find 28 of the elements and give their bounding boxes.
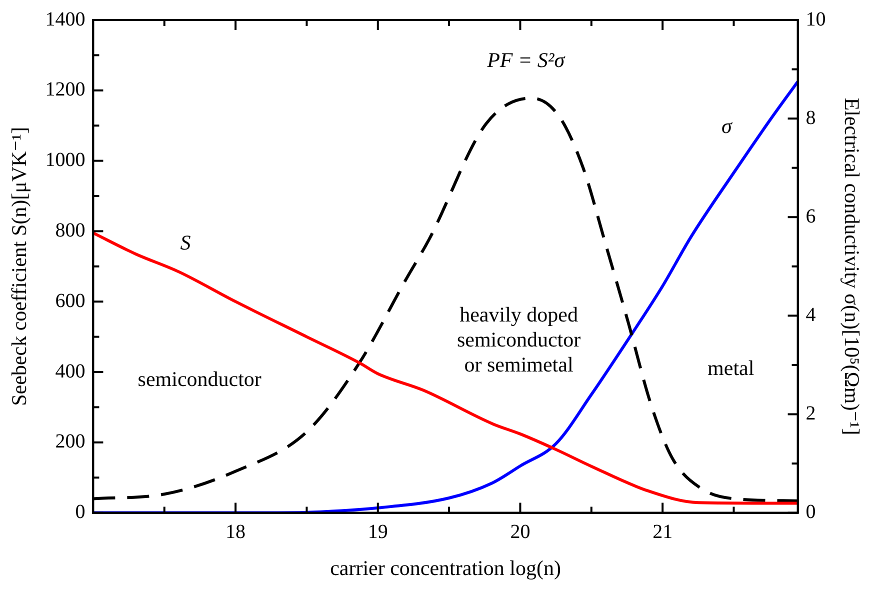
- x-axis-title: carrier concentration log(n): [330, 556, 561, 580]
- x-tick-label: 19: [368, 521, 388, 544]
- annotation: metal: [708, 356, 754, 380]
- y-tick-label: 0: [75, 501, 86, 524]
- annotation: heavily doped semiconductor or semimetal: [456, 302, 581, 376]
- y2-tick-label: 10: [806, 8, 826, 30]
- annotation: semiconductor: [138, 366, 262, 391]
- y-axis-title: Seebeck coefficient S(n)[μVK⁻¹]: [7, 126, 32, 406]
- y2-tick-label: 0: [806, 501, 816, 524]
- y-tick-label: 600: [55, 290, 86, 312]
- x-tick-label: 21: [652, 521, 673, 544]
- x-tick-label: 18: [226, 521, 246, 544]
- x-tick-label: 20: [510, 521, 530, 544]
- annotation: PF = S²σ: [486, 48, 566, 72]
- y-tick-label: 200: [55, 430, 86, 453]
- y-tick-label: 1000: [45, 149, 86, 172]
- line-series: [93, 231, 798, 505]
- series-label: S: [180, 230, 192, 255]
- y2-tick-label: 2: [806, 402, 816, 424]
- y-tick-label: 800: [55, 219, 86, 242]
- y2-tick-label: 4: [806, 304, 816, 326]
- y-tick-label: 400: [55, 360, 86, 382]
- y2-tick-label: 8: [806, 106, 816, 129]
- y-tick-label: 1400: [45, 8, 86, 30]
- y2-axis-title: Electrical conductivity σ(n)[10⁵(Ωm)⁻¹]: [840, 98, 864, 436]
- y2-tick-label: 6: [806, 205, 816, 228]
- series-label: σ: [721, 114, 734, 138]
- y-tick-label: 1200: [45, 78, 86, 101]
